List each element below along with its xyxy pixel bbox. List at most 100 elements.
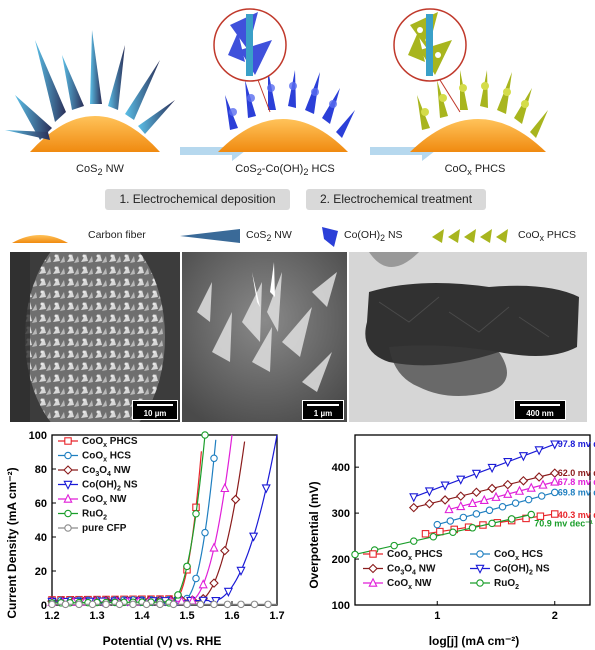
- lsv-legend-label: CoOx HCS: [82, 451, 131, 464]
- tafel-point: [551, 510, 559, 518]
- lsv-legend-label: pure CFP: [82, 523, 127, 534]
- lsv-legend-label: RuO2: [82, 509, 107, 522]
- lsv-point: [102, 600, 110, 609]
- tafel-point: [550, 476, 560, 486]
- tafel-point: [514, 485, 525, 495]
- scale-bar-10um: 10 µm: [132, 400, 178, 420]
- tafel-slope-label: 67.8 mv dec⁻¹: [558, 477, 595, 487]
- tafel-point: [536, 512, 545, 520]
- lsv-point: [115, 600, 124, 609]
- tafel-point: [410, 537, 418, 545]
- stage-1-label: CoS2 NW: [76, 163, 124, 178]
- lsv-point: [220, 545, 230, 556]
- tafel-point: [485, 506, 494, 515]
- lsv-line: [52, 439, 217, 602]
- tafel-point: [440, 481, 450, 491]
- tafel-legend-marker: [368, 563, 378, 574]
- lsv-point: [223, 587, 233, 597]
- carbon-fiber-swatch: [12, 235, 68, 243]
- tafel-point: [390, 541, 398, 550]
- tafel-x-tick-label: 2: [552, 610, 558, 622]
- tafel-legend-label: Co(OH)2 NS: [494, 564, 550, 577]
- lsv-line: [52, 434, 233, 603]
- tafel-legend-label: RuO2: [494, 578, 519, 591]
- tafel-legend-label: CoOx HCS: [494, 549, 543, 562]
- lsv-x-tick-label: 1.5: [179, 610, 194, 622]
- lsv-point: [201, 528, 209, 537]
- tafel-point: [409, 493, 419, 503]
- tafel-point: [436, 527, 444, 536]
- tafel-slope-label: 70.9 mv dec⁻¹: [534, 518, 593, 528]
- lsv-point: [264, 600, 272, 609]
- step-2-label: 2. Electrochemical treatment: [306, 189, 486, 210]
- lsv-point: [196, 600, 205, 609]
- tafel-line: [413, 443, 555, 498]
- tafel-point: [538, 479, 548, 489]
- lsv-point: [223, 600, 232, 609]
- tafel-point: [468, 524, 477, 532]
- tafel-y-tick-label: 400: [332, 462, 350, 474]
- ns-swatch: [322, 227, 338, 247]
- schematic-drawing: [5, 8, 548, 161]
- tafel-point: [421, 530, 430, 538]
- tafel-point: [459, 513, 468, 522]
- tafel-y-tick-label: 100: [332, 600, 350, 612]
- tafel-slope-label: 97.8 mv dec⁻¹: [558, 439, 595, 449]
- tafel-point: [472, 510, 481, 518]
- tafel-point: [527, 510, 536, 519]
- lsv-legend-label: Co3O4 NW: [82, 465, 131, 478]
- lsv-legend-marker: [63, 465, 73, 475]
- tafel-point: [550, 440, 560, 450]
- legend-coOH2-ns: Co(OH)2 NS: [344, 229, 403, 244]
- tafel-point: [524, 495, 533, 504]
- lsv-legend-label: CoOx NW: [82, 494, 127, 507]
- lsv-point: [201, 431, 209, 439]
- lsv-series-6: [48, 600, 277, 609]
- tafel-xlabel: log[j] (mA cm⁻²): [429, 634, 520, 648]
- nw-swatch: [180, 229, 240, 243]
- lsv-legend-marker: [63, 480, 73, 490]
- tafel-point: [449, 528, 457, 537]
- lsv-legend-label: CoOx PHCS: [82, 436, 138, 449]
- lsv-x-tick-label: 1.3: [89, 610, 104, 622]
- step-1-label: 1. Electrochemical deposition: [105, 189, 290, 210]
- tafel-point: [511, 499, 520, 507]
- lsv-point: [169, 600, 178, 609]
- tafel-series-3: 97.8 mv dec⁻¹: [409, 439, 595, 503]
- schematic-panel: CoS2 NW CoS2-Co(OH)2 HCS CoOx PHCS 1. El…: [0, 0, 595, 215]
- tafel-point: [498, 502, 507, 511]
- lsv-y-tick-label: 0: [41, 600, 47, 612]
- tafel-point: [507, 515, 516, 523]
- lsv-point: [174, 591, 182, 599]
- tafel-point: [526, 482, 536, 492]
- lsv-point: [142, 600, 151, 609]
- tafel-point: [502, 479, 513, 490]
- tafel-point: [455, 491, 466, 501]
- lsv-series-2: [47, 441, 246, 606]
- phcs-swatch: [432, 229, 508, 243]
- tafel-point: [503, 458, 513, 468]
- lsv-y-tick-label: 40: [35, 532, 47, 544]
- tafel-line: [413, 472, 555, 509]
- tafel-series-1: 69.8 mv dec⁻¹: [433, 487, 595, 529]
- lsv-point: [249, 532, 259, 542]
- stage-2-illustration: [213, 8, 355, 152]
- lsv-x-tick-label: 1.6: [224, 610, 239, 622]
- legend-carbon-fiber: Carbon fiber: [88, 229, 146, 241]
- lsv-point: [192, 574, 200, 583]
- tafel-slope-label: 40.3 mv dec⁻¹: [558, 510, 595, 520]
- lsv-line: [52, 441, 246, 602]
- tafel-chart: 1 2 100 200 300 400 40.3 mv dec⁻¹ 69.8 mv dec⁻¹…: [307, 434, 595, 648]
- tafel-line: [437, 491, 555, 526]
- tafel-point: [487, 483, 497, 494]
- lsv-point: [210, 600, 218, 609]
- lsv-point: [88, 600, 97, 609]
- tafel-ylabel: Overpotential (mV): [307, 481, 321, 588]
- lsv-y-tick-label: 100: [29, 430, 47, 442]
- lsv-point: [183, 600, 191, 609]
- tafel-point: [456, 475, 466, 485]
- tafel-point: [534, 472, 544, 482]
- tafel-point: [471, 469, 482, 479]
- lsv-legend-marker: [64, 509, 72, 518]
- lsv-point: [261, 484, 271, 494]
